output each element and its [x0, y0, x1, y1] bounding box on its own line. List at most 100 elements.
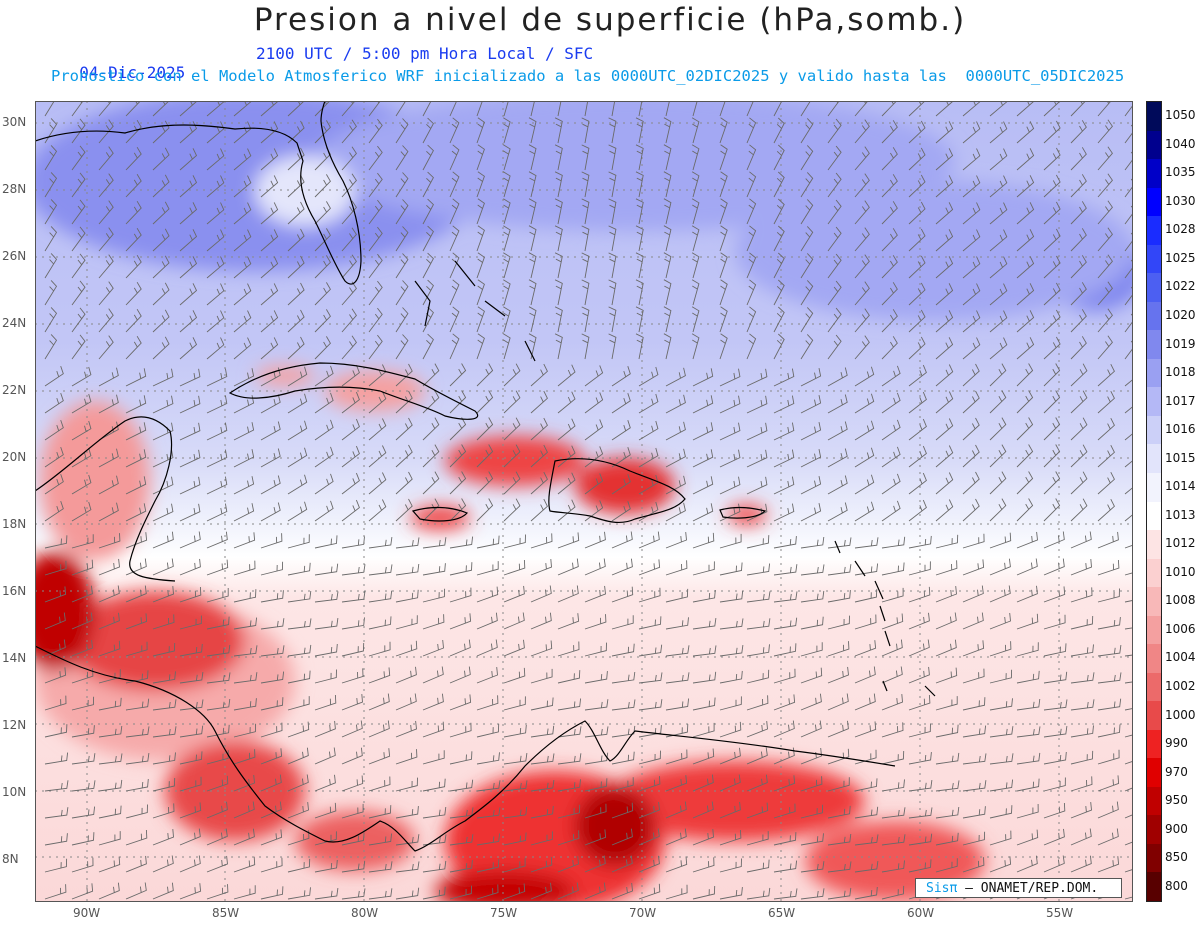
wind-barb	[989, 310, 1008, 333]
wind-barb	[233, 560, 256, 576]
wind-barb	[1043, 586, 1066, 603]
wind-barb	[206, 855, 228, 873]
wind-barb	[719, 829, 742, 846]
wind-barb	[719, 101, 726, 117]
wind-barb	[638, 366, 659, 387]
wind-barb	[773, 101, 783, 117]
wind-barb	[44, 419, 64, 441]
wind-barb	[1043, 558, 1065, 576]
wind-barb	[449, 306, 460, 333]
wind-barb	[71, 501, 92, 522]
wind-barb	[989, 498, 1007, 522]
wind-barb	[557, 641, 580, 657]
wind-barb	[554, 306, 563, 333]
wind-barb	[368, 748, 391, 765]
colorbar-swatch	[1147, 644, 1161, 674]
wind-barb	[827, 475, 848, 495]
wind-barb	[635, 279, 644, 306]
wind-barb	[206, 828, 228, 846]
wind-barb	[152, 395, 174, 414]
colorbar-level-label: 1019	[1165, 336, 1196, 351]
wind-barb	[233, 422, 255, 441]
wind-barb	[503, 559, 526, 576]
wind-barb	[746, 225, 757, 252]
wind-barb	[665, 672, 690, 684]
wind-barb	[1016, 202, 1035, 225]
wind-barb	[611, 393, 631, 414]
wind-barb	[691, 225, 700, 252]
lat-label: 16N	[2, 584, 27, 598]
wind-barb	[773, 333, 785, 360]
wind-barb	[179, 175, 198, 198]
colorbar-swatch	[1147, 786, 1161, 816]
wind-barb	[476, 695, 499, 711]
wind-barb	[44, 752, 69, 765]
wind-barb	[206, 175, 225, 198]
wind-barb	[773, 536, 797, 549]
wind-barb	[368, 226, 383, 252]
wind-barb	[557, 445, 576, 468]
wind-barb	[665, 448, 686, 468]
wind-barb	[827, 172, 842, 198]
wind-barb	[584, 614, 607, 630]
wind-barb	[881, 392, 901, 414]
wind-barb	[584, 829, 607, 846]
wind-barb	[503, 832, 527, 846]
wind-barb	[152, 642, 176, 657]
wind-barb	[692, 801, 714, 819]
wind-barb	[476, 279, 485, 306]
wind-barb	[746, 476, 768, 495]
colorbar-level-label: 1028	[1165, 222, 1196, 237]
wind-barb	[692, 589, 716, 603]
lon-label: 80W	[351, 906, 379, 920]
wind-barb	[206, 503, 228, 522]
wind-barb	[260, 645, 285, 657]
wind-barb	[395, 444, 413, 468]
wind-barb	[1016, 471, 1034, 495]
wind-barb	[98, 697, 122, 711]
wind-barb	[746, 887, 771, 900]
wind-barb	[773, 252, 785, 279]
wind-barb	[1016, 670, 1040, 684]
wind-barb	[746, 831, 769, 846]
wind-barb	[44, 560, 67, 576]
wind-barb	[719, 747, 741, 765]
wind-barb	[935, 560, 958, 576]
wind-barb	[935, 832, 959, 846]
wind-barb	[665, 698, 690, 711]
wind-barb	[449, 225, 460, 252]
wind-barb	[260, 722, 283, 738]
wind-barb	[476, 561, 499, 576]
wind-barb	[665, 775, 688, 792]
wind-barb	[557, 753, 582, 765]
wind-barb	[233, 589, 257, 603]
wind-barb	[881, 779, 905, 792]
wind-barb	[773, 643, 797, 657]
wind-barb	[71, 253, 86, 279]
wind-barb	[152, 699, 177, 711]
wind-barb	[503, 780, 528, 792]
wind-barb	[449, 779, 474, 792]
wind-barb	[908, 780, 933, 792]
wind-barb	[962, 857, 985, 873]
wind-barb	[935, 534, 959, 549]
wind-barb	[638, 699, 663, 711]
colorbar-swatch	[1147, 815, 1161, 845]
wind-barb	[341, 391, 360, 414]
wind-barb	[800, 833, 824, 846]
wind-barb	[44, 833, 68, 846]
wind-barb	[44, 695, 67, 711]
wind-barb	[584, 419, 604, 441]
wind-barb	[476, 639, 498, 657]
wind-barb	[665, 560, 688, 576]
wind-barb	[260, 671, 285, 684]
wind-barb	[287, 887, 311, 900]
wind-barb	[638, 750, 661, 765]
wind-barb	[800, 536, 825, 549]
wind-barb	[422, 279, 434, 306]
wind-barb	[773, 476, 795, 495]
wind-barb	[719, 887, 743, 900]
wind-barb	[152, 671, 176, 684]
wind-barb	[1043, 201, 1061, 225]
wind-barb	[908, 535, 932, 549]
